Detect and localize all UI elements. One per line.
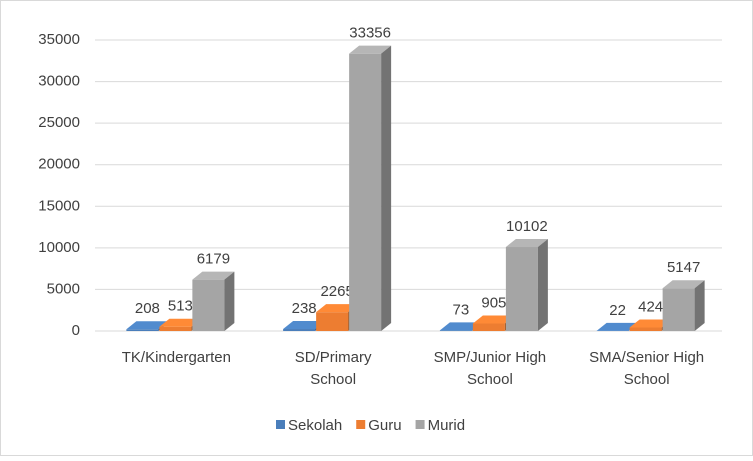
bar-front — [192, 280, 224, 331]
bar-front — [349, 54, 381, 331]
legend-label: Murid — [428, 417, 466, 434]
y-tick-label: 10000 — [38, 239, 80, 256]
legend-swatch — [416, 420, 425, 429]
bar — [192, 272, 234, 331]
value-label: 33356 — [349, 25, 391, 42]
legend-swatch — [356, 420, 365, 429]
value-label: 513 — [168, 298, 193, 315]
y-tick-label: 15000 — [38, 197, 80, 214]
bar-front — [440, 330, 472, 331]
value-label: 22 — [609, 302, 626, 319]
value-label: 424 — [638, 298, 663, 315]
bar-side — [224, 272, 234, 331]
value-label: 2265 — [320, 283, 353, 300]
y-tick-label: 35000 — [38, 31, 80, 48]
bar-side — [381, 46, 391, 331]
bar-front — [316, 312, 348, 331]
y-tick-label: 5000 — [47, 280, 80, 297]
bar — [663, 280, 705, 331]
value-label: 6179 — [197, 251, 230, 268]
bar — [349, 46, 391, 331]
value-label: 208 — [135, 300, 160, 317]
y-tick-label: 25000 — [38, 114, 80, 131]
value-label: 905 — [481, 294, 506, 311]
y-tick-label: 0 — [72, 322, 80, 339]
bar-front — [283, 329, 315, 331]
legend-label: Guru — [368, 417, 401, 434]
value-label: 5147 — [667, 259, 700, 276]
value-label: 10102 — [506, 218, 548, 235]
bar-front — [663, 288, 695, 331]
bar-front — [630, 327, 662, 331]
y-tick-label: 30000 — [38, 73, 80, 90]
bar-front — [159, 327, 191, 331]
bar-side — [538, 239, 548, 331]
value-label: 238 — [292, 300, 317, 317]
legend-label: Sekolah — [288, 417, 342, 434]
y-tick-label: 20000 — [38, 156, 80, 173]
legend-swatch — [276, 420, 285, 429]
x-tick-label: TK/Kindergarten — [122, 349, 231, 366]
bar-front — [126, 329, 158, 331]
bar — [506, 239, 548, 331]
bar-front — [473, 323, 505, 331]
bar-front — [506, 247, 538, 331]
bar-side — [695, 280, 705, 331]
value-label: 73 — [453, 301, 470, 318]
